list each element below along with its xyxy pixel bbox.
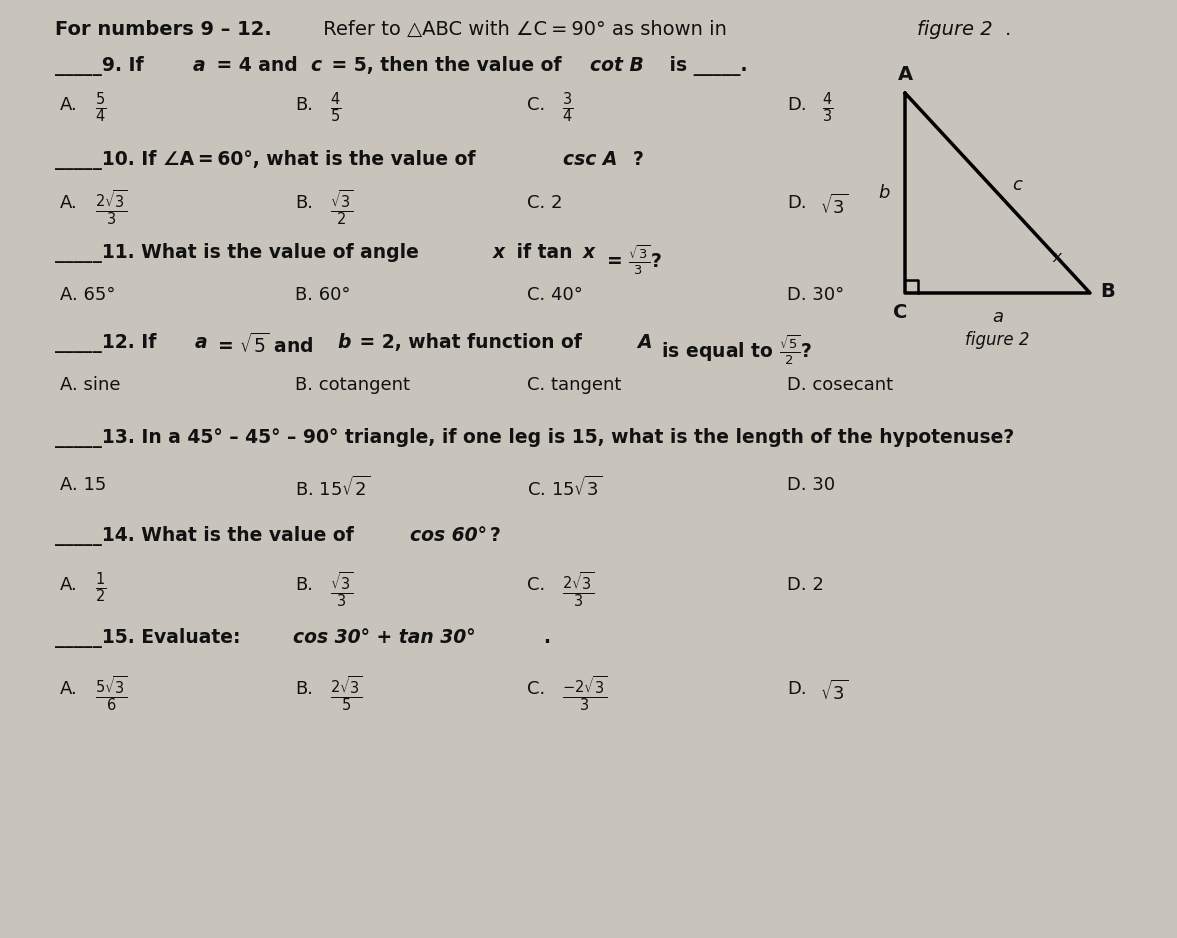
Text: cot B: cot B [590,56,644,75]
Text: a: a [992,308,1003,326]
Text: cos 30° + tan 30°: cos 30° + tan 30° [293,628,476,647]
Text: A. 65°: A. 65° [60,286,115,304]
Text: c: c [1012,176,1023,194]
Text: $\frac{3}{4}$: $\frac{3}{4}$ [561,90,573,125]
Text: D. 30°: D. 30° [787,286,844,304]
Text: x: x [1052,250,1060,265]
Text: C.: C. [527,96,545,114]
Text: $\frac{5}{4}$: $\frac{5}{4}$ [95,90,106,125]
Text: = 5, then the value of: = 5, then the value of [325,56,568,75]
Text: B.: B. [295,96,313,114]
Text: B: B [1100,281,1115,300]
Text: B.: B. [295,680,313,698]
Text: D. cosecant: D. cosecant [787,376,893,394]
Text: A. sine: A. sine [60,376,120,394]
Text: a: a [193,56,206,75]
Text: b: b [878,184,890,202]
Text: A.: A. [60,96,78,114]
Text: = 2, what function of: = 2, what function of [353,333,588,352]
Text: _____9. If: _____9. If [55,56,151,76]
Text: _____13. In a 45° – 45° – 90° triangle, if one leg is 15, what is the length of : _____13. In a 45° – 45° – 90° triangle, … [55,428,1015,448]
Text: A: A [637,333,652,352]
Text: is _____.: is _____. [663,56,747,76]
Text: = $\sqrt{5}$ and: = $\sqrt{5}$ and [211,333,315,357]
Text: b: b [337,333,351,352]
Text: csc A: csc A [563,150,618,169]
Text: D. 2: D. 2 [787,576,824,594]
Text: D.: D. [787,194,806,212]
Text: x: x [583,243,596,262]
Text: _____10. If ∠A = 60°, what is the value of: _____10. If ∠A = 60°, what is the value … [55,150,483,170]
Text: $\frac{2\sqrt{3}}{3}$: $\frac{2\sqrt{3}}{3}$ [561,570,594,609]
Text: _____14. What is the value of: _____14. What is the value of [55,526,360,546]
Text: figure 2: figure 2 [917,20,992,39]
Text: $\sqrt{3}$: $\sqrt{3}$ [820,194,849,219]
Text: _____11. What is the value of angle: _____11. What is the value of angle [55,243,425,263]
Text: a: a [195,333,207,352]
Text: .: . [543,628,550,647]
Text: C. $15\sqrt{3}$: C. $15\sqrt{3}$ [527,476,603,500]
Text: .: . [1005,20,1011,39]
Text: C. 2: C. 2 [527,194,563,212]
Text: = 4 and: = 4 and [210,56,304,75]
Text: = $\frac{\sqrt{3}}{3}$?: = $\frac{\sqrt{3}}{3}$? [600,243,661,277]
Text: $\frac{5\sqrt{3}}{6}$: $\frac{5\sqrt{3}}{6}$ [95,674,128,713]
Text: D.: D. [787,680,806,698]
Text: $\sqrt{3}$: $\sqrt{3}$ [820,680,849,704]
Text: B.: B. [295,576,313,594]
Text: C.: C. [527,680,545,698]
Text: $\frac{4}{5}$: $\frac{4}{5}$ [330,90,341,125]
Text: figure 2: figure 2 [965,331,1030,349]
Text: D.: D. [787,96,806,114]
Text: x: x [493,243,505,262]
Text: D. 30: D. 30 [787,476,836,494]
Text: B. cotangent: B. cotangent [295,376,410,394]
Text: cos 60°: cos 60° [410,526,487,545]
Text: B.: B. [295,194,313,212]
Text: B. $15\sqrt{2}$: B. $15\sqrt{2}$ [295,476,370,500]
Text: A. 15: A. 15 [60,476,106,494]
Text: For numbers 9 – 12.: For numbers 9 – 12. [55,20,272,39]
Text: A: A [897,65,912,84]
Text: C.: C. [527,576,545,594]
Text: ?: ? [490,526,501,545]
Text: _____12. If: _____12. If [55,333,162,353]
Text: _____15. Evaluate:: _____15. Evaluate: [55,628,247,648]
Text: $\frac{1}{2}$: $\frac{1}{2}$ [95,570,106,604]
Text: $\frac{4}{3}$: $\frac{4}{3}$ [822,90,833,125]
Text: is equal to $\frac{\sqrt{5}}{2}$?: is equal to $\frac{\sqrt{5}}{2}$? [654,333,812,367]
Text: Refer to △ABC with ∠C = 90° as shown in: Refer to △ABC with ∠C = 90° as shown in [317,20,733,39]
Text: if tan: if tan [510,243,579,262]
Text: A.: A. [60,576,78,594]
Text: ?: ? [633,150,644,169]
Text: C. tangent: C. tangent [527,376,621,394]
Text: $\frac{2\sqrt{3}}{3}$: $\frac{2\sqrt{3}}{3}$ [95,188,128,227]
Text: B. 60°: B. 60° [295,286,351,304]
Text: $\frac{\sqrt{3}}{2}$: $\frac{\sqrt{3}}{2}$ [330,188,353,227]
Text: C. 40°: C. 40° [527,286,583,304]
Text: c: c [310,56,321,75]
Text: A.: A. [60,680,78,698]
Text: $\frac{-2\sqrt{3}}{3}$: $\frac{-2\sqrt{3}}{3}$ [561,674,607,713]
Text: C: C [893,303,907,322]
Text: $\frac{2\sqrt{3}}{5}$: $\frac{2\sqrt{3}}{5}$ [330,674,363,713]
Text: $\frac{\sqrt{3}}{3}$: $\frac{\sqrt{3}}{3}$ [330,570,353,609]
Text: A.: A. [60,194,78,212]
